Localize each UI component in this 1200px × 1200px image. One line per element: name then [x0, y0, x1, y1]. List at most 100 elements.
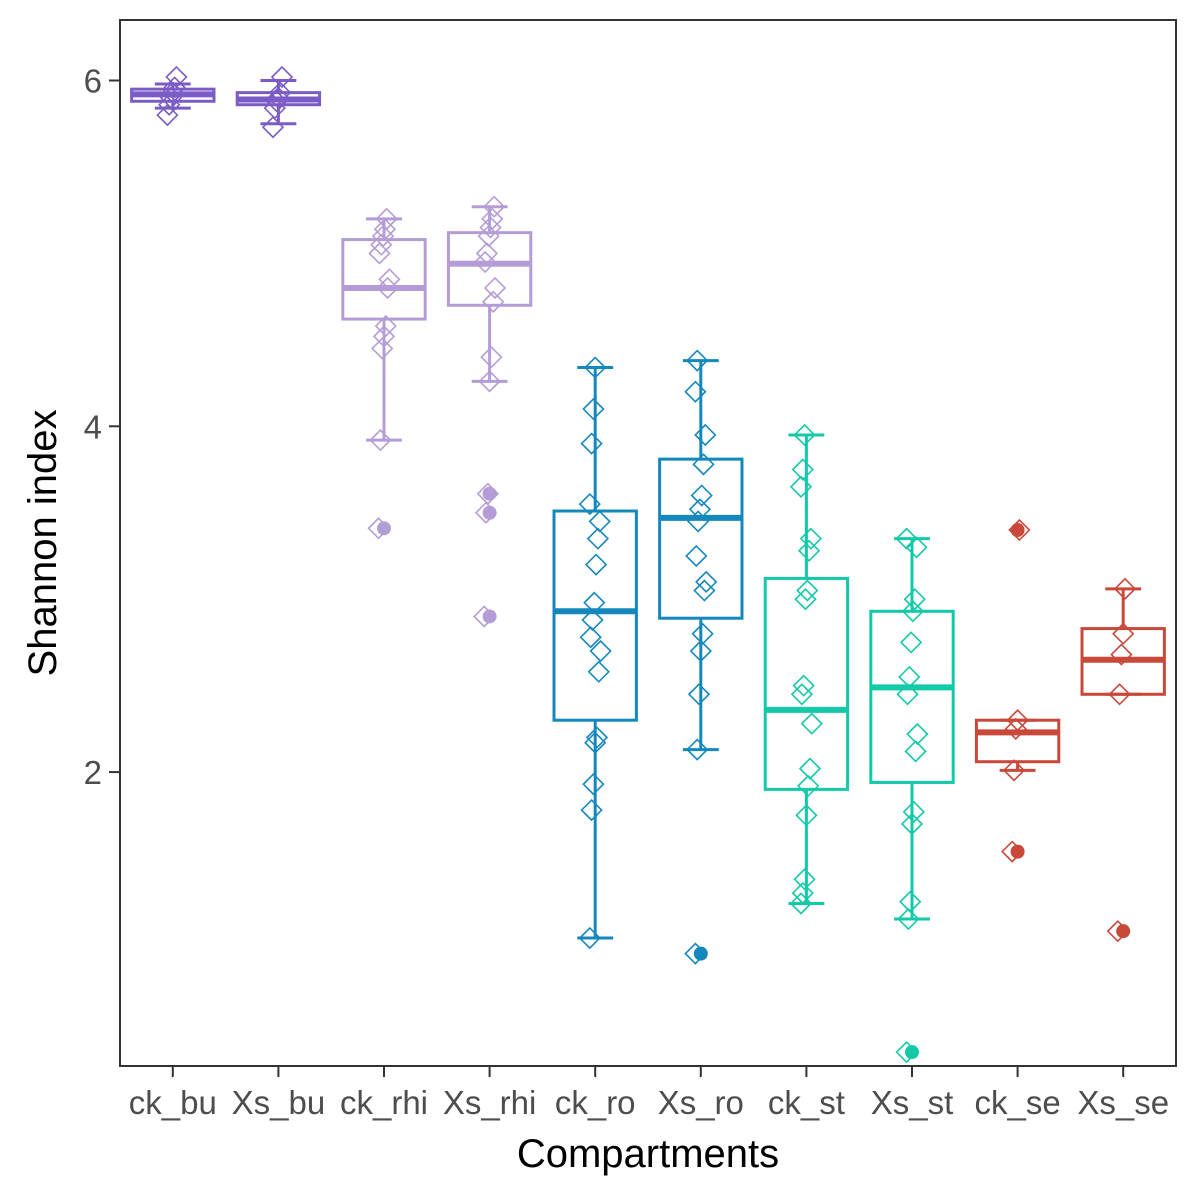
y-tick-label: 6 — [84, 63, 102, 100]
outlier-point — [693, 946, 708, 961]
data-point — [261, 116, 285, 139]
y-axis: 2 4 6 — [84, 63, 120, 791]
data-point — [580, 798, 603, 822]
data-point — [475, 242, 499, 265]
data-point — [480, 346, 503, 369]
data-point — [375, 207, 398, 230]
data-point — [685, 544, 708, 568]
x-tick-label: ck_rhi — [340, 1084, 428, 1121]
data-point — [473, 605, 496, 628]
x-tick-label: ck_ro — [555, 1084, 636, 1121]
data-point — [905, 536, 928, 559]
data-point — [789, 892, 813, 915]
x-tick-label: ck_st — [768, 1084, 845, 1121]
plot-panel-border — [119, 19, 1177, 1067]
data-point — [689, 639, 712, 663]
data-point — [378, 268, 401, 291]
data-point — [895, 527, 918, 550]
data-point — [589, 639, 612, 663]
data-point — [165, 65, 188, 89]
box-ck_st — [763, 433, 850, 905]
data-point — [795, 804, 818, 827]
data-point — [903, 588, 926, 611]
data-point — [584, 356, 607, 379]
data-point — [793, 423, 816, 447]
data-point — [371, 337, 394, 360]
outlier-point — [1010, 523, 1025, 538]
y-tick-label: 4 — [84, 408, 102, 445]
y-tick-label: 2 — [84, 754, 102, 791]
data-point — [789, 475, 813, 498]
data-point — [901, 600, 925, 623]
data-point — [483, 276, 507, 300]
data-point — [792, 674, 815, 697]
data-point — [265, 90, 288, 113]
data-point — [1112, 622, 1135, 645]
data-point — [791, 458, 814, 481]
data-point — [1006, 709, 1029, 732]
data-point — [904, 740, 927, 763]
data-point — [579, 626, 602, 649]
data-point — [694, 423, 717, 447]
y-axis-title: Shannon index — [21, 410, 65, 677]
data-point — [578, 492, 601, 516]
data-point — [897, 907, 920, 931]
data-point — [476, 482, 499, 505]
data-point — [582, 397, 605, 421]
data-point — [791, 881, 814, 905]
box-ck_rhi — [341, 217, 427, 536]
data-point — [906, 722, 929, 746]
data-point — [796, 579, 819, 602]
data-point — [898, 665, 921, 689]
outlier-point — [1010, 844, 1025, 859]
data-point — [367, 517, 390, 540]
data-point — [163, 76, 186, 99]
data-point — [797, 774, 820, 798]
box-iqr — [869, 609, 955, 784]
x-tick-label: Xs_se — [1077, 1084, 1169, 1121]
data-point — [584, 553, 608, 576]
data-point — [899, 631, 923, 654]
data-point — [687, 683, 711, 706]
data-point — [587, 660, 610, 683]
data-point — [688, 498, 712, 521]
data-point — [686, 510, 710, 533]
data-point — [691, 622, 714, 645]
data-point — [895, 1041, 918, 1064]
boxes-layer — [130, 65, 1166, 1064]
data-point — [686, 738, 709, 761]
data-point — [158, 93, 181, 116]
x-tick-label: Xs_st — [871, 1084, 954, 1121]
data-point — [588, 510, 611, 533]
data-point — [580, 432, 603, 455]
x-tick-label: Xs_ro — [658, 1084, 744, 1121]
data-point — [686, 349, 709, 372]
data-point — [799, 527, 823, 550]
box-Xs_se — [1080, 587, 1166, 939]
data-point — [372, 325, 396, 348]
box-iqr — [658, 457, 744, 620]
data-point — [793, 868, 816, 891]
box-iqr — [341, 238, 427, 321]
data-point — [1008, 518, 1031, 542]
data-point — [369, 428, 392, 452]
data-point — [481, 207, 504, 230]
data-point — [373, 218, 397, 241]
data-point — [800, 712, 823, 735]
data-point — [695, 570, 718, 594]
data-point — [585, 726, 609, 749]
outlier-point — [482, 486, 497, 501]
data-point — [1110, 643, 1133, 666]
data-point — [1108, 683, 1131, 706]
box-iqr — [974, 718, 1061, 764]
data-point — [1106, 920, 1129, 943]
x-tick-label: ck_bu — [129, 1084, 217, 1121]
x-axis: ck_bu Xs_bu ck_rhi Xs_rhi ck_ro Xs_ro ck_st Xs_… — [129, 1066, 1169, 1121]
data-point — [474, 501, 498, 524]
data-point — [482, 290, 505, 313]
outlier-point — [905, 1045, 919, 1060]
outlier-point — [482, 505, 497, 520]
box-iqr — [552, 509, 638, 722]
data-point — [692, 453, 715, 476]
